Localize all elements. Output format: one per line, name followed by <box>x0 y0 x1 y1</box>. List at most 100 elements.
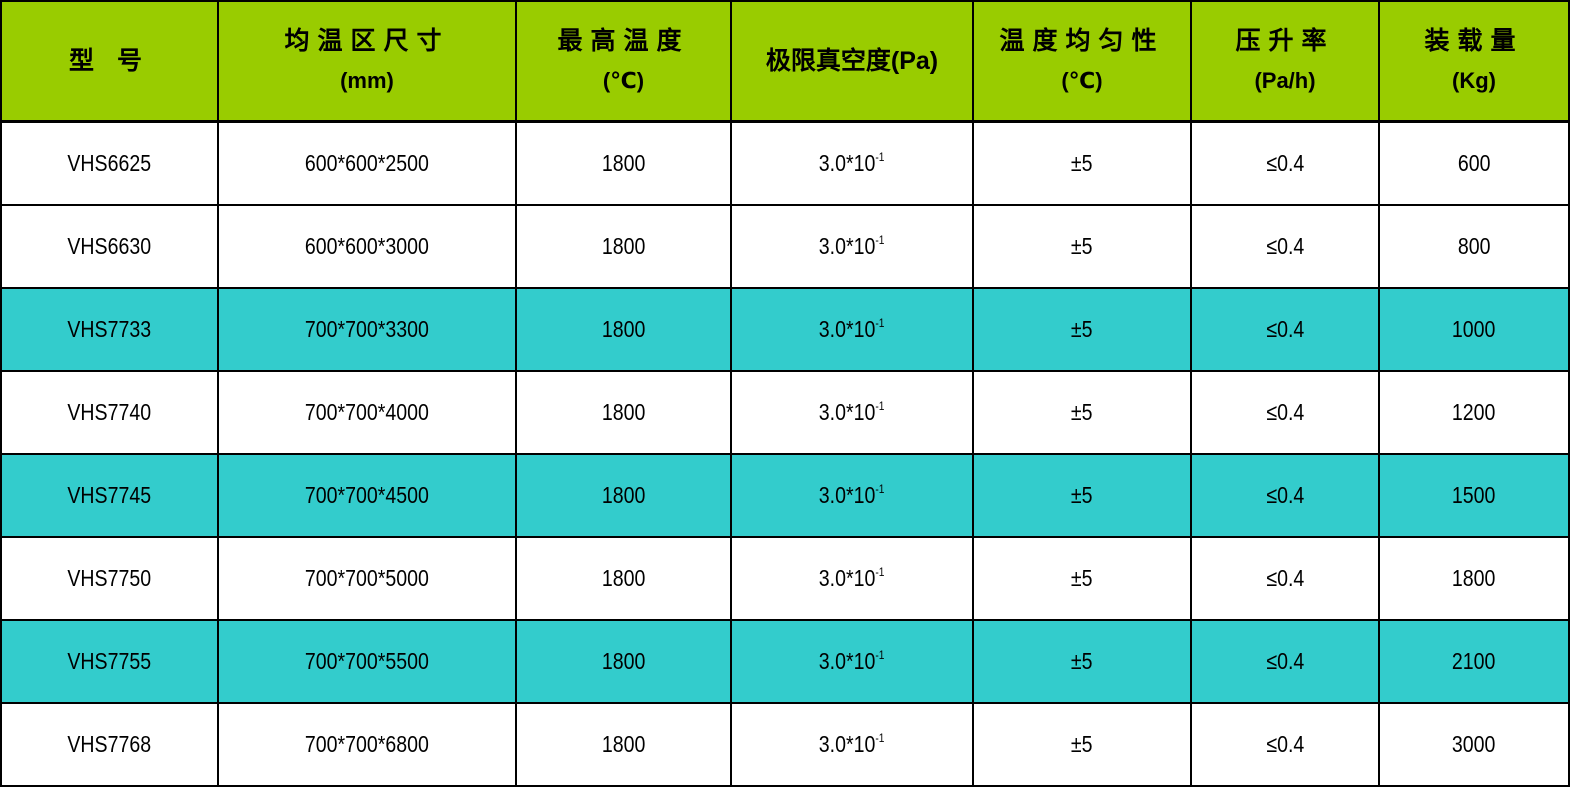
cell-text: 3.0*10 <box>819 316 876 342</box>
cell-size: 600*600*2500 <box>217 120 517 206</box>
cell-text: 1800 <box>601 565 646 591</box>
exponent: -1 <box>875 233 885 247</box>
cell-pressure-rise: ≤0.4 <box>1190 536 1380 621</box>
cell-vacuum: 3.0*10-1 <box>730 619 974 704</box>
cell-uniformity: ±5 <box>972 619 1192 704</box>
header-unit: (Pa/h) <box>1254 68 1316 93</box>
header-label: 装载量 <box>1424 27 1524 55</box>
cell-vacuum: 3.0*10-1 <box>730 453 974 538</box>
cell-text: 1800 <box>601 648 646 674</box>
cell-uniformity: ±5 <box>972 536 1192 621</box>
cell-text: 3.0*10 <box>819 150 876 176</box>
header-temp-uniformity: 温度均匀性 (℃) <box>972 0 1192 123</box>
cell-max-temp: 1800 <box>515 536 732 621</box>
cell-model: VHS6630 <box>0 204 219 289</box>
cell-model: VHS7740 <box>0 370 219 455</box>
cell-pressure-rise: ≤0.4 <box>1190 702 1380 787</box>
cell-text: 600*600*2500 <box>305 150 429 176</box>
cell-text: 1000 <box>1452 316 1496 342</box>
cell-model: VHS7750 <box>0 536 219 621</box>
cell-load: 600 <box>1378 120 1570 206</box>
exponent: -1 <box>875 150 885 164</box>
header-unit: (℃) <box>602 68 645 93</box>
cell-size: 700*700*3300 <box>217 287 517 372</box>
header-label: 压升率 <box>1235 27 1335 55</box>
header-label: 最高温度 <box>557 27 690 55</box>
cell-size: 700*700*6800 <box>217 702 517 787</box>
cell-text: ±5 <box>1071 399 1093 425</box>
header-label: 均温区尺寸 <box>284 27 450 55</box>
cell-max-temp: 1800 <box>515 702 732 787</box>
cell-pressure-rise: ≤0.4 <box>1190 370 1380 455</box>
cell-text: 700*700*4000 <box>305 399 429 425</box>
cell-max-temp: 1800 <box>515 453 732 538</box>
cell-text: ≤0.4 <box>1266 648 1304 674</box>
header-model: 型 号 <box>0 0 219 123</box>
table-row: VHS7740 700*700*4000 1800 3.0*10-1 ±5 ≤0.4 120… <box>0 370 1570 455</box>
table-row: VHS7745 700*700*4500 1800 3.0*10-1 ±5 ≤0.4 150… <box>0 453 1570 538</box>
header-label: 型 号 <box>69 47 150 75</box>
cell-text: ±5 <box>1071 482 1093 508</box>
cell-text: 1800 <box>601 150 646 176</box>
cell-text: 700*700*5000 <box>305 565 429 591</box>
cell-vacuum: 3.0*10-1 <box>730 536 974 621</box>
cell-text: ≤0.4 <box>1266 233 1304 259</box>
cell-text: 700*700*6800 <box>305 731 429 757</box>
cell-text: ±5 <box>1071 316 1093 342</box>
cell-text: ±5 <box>1071 731 1093 757</box>
table-row: VHS7733 700*700*3300 1800 3.0*10-1 ±5 ≤0.4 100… <box>0 287 1570 372</box>
cell-model: VHS7745 <box>0 453 219 538</box>
cell-text: ≤0.4 <box>1266 316 1304 342</box>
cell-text: VHS7740 <box>67 399 152 425</box>
cell-text: 3.0*10 <box>819 399 876 425</box>
cell-vacuum: 3.0*10-1 <box>730 287 974 372</box>
header-unit: (Kg) <box>1452 68 1496 93</box>
cell-text: ±5 <box>1071 150 1093 176</box>
cell-text: 700*700*3300 <box>305 316 429 342</box>
cell-text: 1800 <box>601 399 646 425</box>
cell-size: 600*600*3000 <box>217 204 517 289</box>
header-ultimate-vacuum: 极限真空度(Pa) <box>730 0 974 123</box>
cell-text: 1500 <box>1452 482 1496 508</box>
cell-load: 2100 <box>1378 619 1570 704</box>
spec-table: 型 号 均温区尺寸 (mm) 最高温度 (℃) 极限真空度(Pa) 温度均匀性 (℃) 压升率 (… <box>0 0 1570 787</box>
cell-model: VHS7733 <box>0 287 219 372</box>
cell-text: 3.0*10 <box>819 233 876 259</box>
table-row: VHS6630 600*600*3000 1800 3.0*10-1 ±5 ≤0.4 800 <box>0 204 1570 289</box>
cell-load: 800 <box>1378 204 1570 289</box>
header-pressure-rise: 压升率 (Pa/h) <box>1190 0 1380 123</box>
header-uniform-zone-size: 均温区尺寸 (mm) <box>217 0 517 123</box>
cell-text: ±5 <box>1071 648 1093 674</box>
table-row: VHS7768 700*700*6800 1800 3.0*10-1 ±5 ≤0.4 300… <box>0 702 1570 787</box>
exponent: -1 <box>875 482 885 496</box>
cell-text: 3.0*10 <box>819 565 876 591</box>
cell-load: 1500 <box>1378 453 1570 538</box>
cell-max-temp: 1800 <box>515 120 732 206</box>
cell-model: VHS6625 <box>0 120 219 206</box>
cell-text: ≤0.4 <box>1266 731 1304 757</box>
cell-text: 600*600*3000 <box>305 233 429 259</box>
header-label: 极限真空度(Pa) <box>765 47 939 75</box>
cell-text: 700*700*5500 <box>305 648 429 674</box>
cell-text: 1800 <box>601 482 646 508</box>
cell-uniformity: ±5 <box>972 370 1192 455</box>
cell-text: VHS7750 <box>67 565 152 591</box>
cell-vacuum: 3.0*10-1 <box>730 204 974 289</box>
cell-text: 1800 <box>1452 565 1496 591</box>
exponent: -1 <box>875 316 885 330</box>
cell-uniformity: ±5 <box>972 453 1192 538</box>
cell-text: VHS7755 <box>67 648 152 674</box>
cell-text: VHS6625 <box>67 150 152 176</box>
exponent: -1 <box>875 565 885 579</box>
exponent: -1 <box>875 648 885 662</box>
header-unit: (℃) <box>1061 68 1103 93</box>
cell-uniformity: ±5 <box>972 204 1192 289</box>
cell-text: 3.0*10 <box>819 482 876 508</box>
header-label: 温度均匀性 <box>999 27 1165 55</box>
cell-load: 1200 <box>1378 370 1570 455</box>
header-max-temp: 最高温度 (℃) <box>515 0 732 123</box>
cell-model: VHS7768 <box>0 702 219 787</box>
cell-text: ≤0.4 <box>1266 399 1304 425</box>
cell-pressure-rise: ≤0.4 <box>1190 120 1380 206</box>
cell-text: 3.0*10 <box>819 731 876 757</box>
